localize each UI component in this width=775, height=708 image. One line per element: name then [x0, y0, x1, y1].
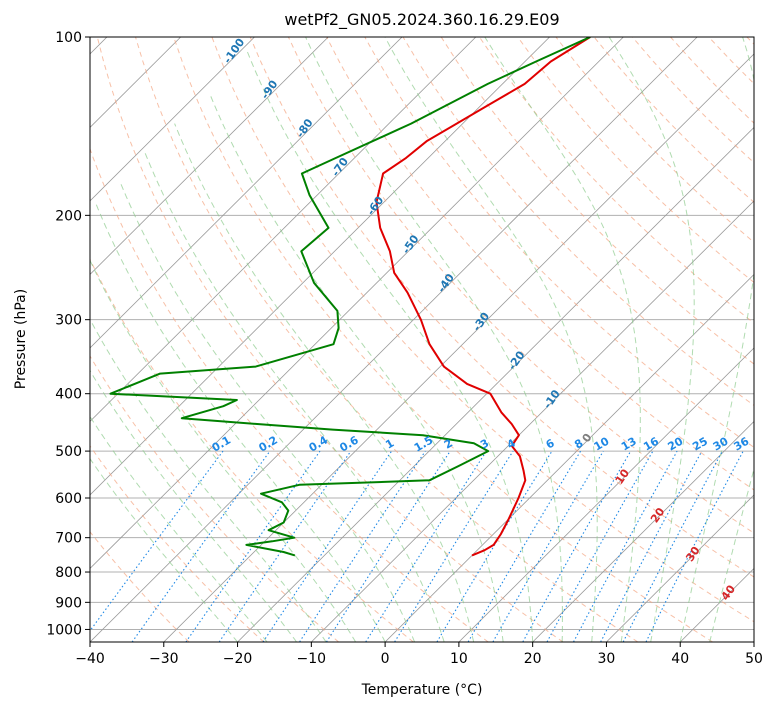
x-tick-label: 30 — [598, 651, 616, 667]
moist-adiabat-line — [679, 37, 754, 642]
isotherm-line — [90, 37, 698, 642]
chart-title: wetPf2_GN05.2024.360.16.29.E09 — [284, 10, 559, 30]
y-tick-label: 1000 — [46, 622, 82, 638]
mixing-ratio-line — [262, 450, 393, 642]
moist-adiabat-line — [90, 415, 268, 642]
moist-adiabat-line — [174, 123, 475, 642]
mixing-ratio-line — [573, 450, 678, 642]
dry-adiabat-line — [517, 37, 754, 284]
dry-adiabat-line — [90, 147, 489, 642]
isotherm-line — [163, 53, 754, 642]
y-axis-title: Pressure (hPa) — [13, 289, 29, 389]
isotherm-line — [458, 347, 754, 642]
x-tick-label: 20 — [524, 651, 542, 667]
y-tick-label: 200 — [55, 208, 82, 224]
mixing-ratio-line — [218, 450, 352, 642]
mixing-ratio-line — [645, 450, 744, 642]
dry-adiabat-line — [90, 258, 414, 642]
x-tick-label: −10 — [297, 651, 327, 667]
y-tick-label: 100 — [55, 30, 82, 46]
x-tick-label: 50 — [745, 651, 763, 667]
dry-adiabat-line — [90, 445, 265, 642]
moist-adiabat-line — [246, 49, 534, 642]
y-tick-label: 300 — [55, 313, 82, 329]
isotherm-line — [90, 37, 550, 496]
dry-adiabat-line — [249, 37, 754, 578]
moist-adiabat-line — [709, 467, 754, 642]
moist-adiabat-line — [305, 37, 563, 642]
mixing-ratio-line — [365, 450, 487, 642]
mixing-ratio-line — [436, 450, 553, 642]
isotherm-line — [90, 37, 477, 423]
y-tick-label: 600 — [55, 491, 82, 507]
moist-adiabat-line — [484, 37, 641, 642]
moist-adiabat-line — [608, 37, 695, 642]
dry-adiabat-line — [135, 37, 639, 642]
temperature-profile-line — [375, 37, 591, 557]
background-lines — [90, 37, 754, 642]
mixing-ratio-line — [185, 450, 321, 642]
series-layer — [109, 37, 591, 557]
mixing-ratio-line — [522, 450, 632, 642]
plot-frame — [89, 36, 755, 643]
moist-adiabat-line — [94, 201, 386, 642]
isotherm-line — [532, 420, 754, 642]
y-tick-label: 500 — [55, 444, 82, 460]
y-tick-label: 800 — [55, 565, 82, 581]
y-tick-label: 700 — [55, 531, 82, 547]
dry-adiabat-line — [90, 530, 190, 642]
mixing-ratio-line — [325, 450, 451, 642]
dry-adiabat-line — [90, 355, 339, 642]
x-tick-label: 10 — [450, 651, 468, 667]
axes: −40 −30 −20 −10 0 10 20 30 40 50 1000 900 800 700 600 5… — [46, 30, 763, 667]
dry-adiabat-line — [96, 37, 564, 642]
isotherm-line — [606, 494, 754, 642]
x-tick-label: −20 — [223, 651, 253, 667]
x-tick-label: 0 — [381, 651, 390, 667]
mixing-ratio-line — [131, 450, 271, 642]
mixing-ratio-line — [299, 450, 426, 642]
x-tick-label: −30 — [149, 651, 179, 667]
moist-adiabat-line — [119, 180, 416, 642]
x-axis-title: Temperature (°C) — [361, 682, 483, 698]
moist-adiabat-line — [90, 457, 238, 642]
mixing-ratio-line — [394, 450, 514, 642]
dry-adiabat-line — [402, 37, 754, 406]
moist-adiabat-line — [143, 149, 445, 642]
y-tick-label: 400 — [55, 387, 82, 403]
dry-adiabat-line — [211, 37, 754, 623]
x-tick-label: −40 — [75, 651, 105, 667]
mixing-ratio-line — [600, 450, 703, 642]
isotherm-line — [90, 37, 403, 349]
moist-adiabat-line — [90, 369, 297, 642]
x-tick-label: 40 — [671, 651, 689, 667]
mixing-ratio-line — [90, 450, 224, 632]
dewpoint-profile-line — [109, 37, 591, 557]
dry-adiabat-line — [287, 37, 754, 534]
y-tick-label: 900 — [55, 595, 82, 611]
moist-adiabat-line — [209, 94, 504, 642]
isotherm-line — [384, 273, 754, 642]
isotherm-line — [90, 37, 255, 202]
moist-adiabat-line — [90, 318, 327, 642]
mixing-ratio-line — [546, 450, 654, 642]
moist-adiabat-line — [90, 259, 357, 642]
isotherm-line — [90, 37, 624, 570]
isotherm-line — [90, 37, 329, 275]
dry-adiabat-line — [173, 37, 713, 642]
moist-adiabat-line — [384, 37, 598, 642]
isotherm-line — [237, 126, 754, 642]
